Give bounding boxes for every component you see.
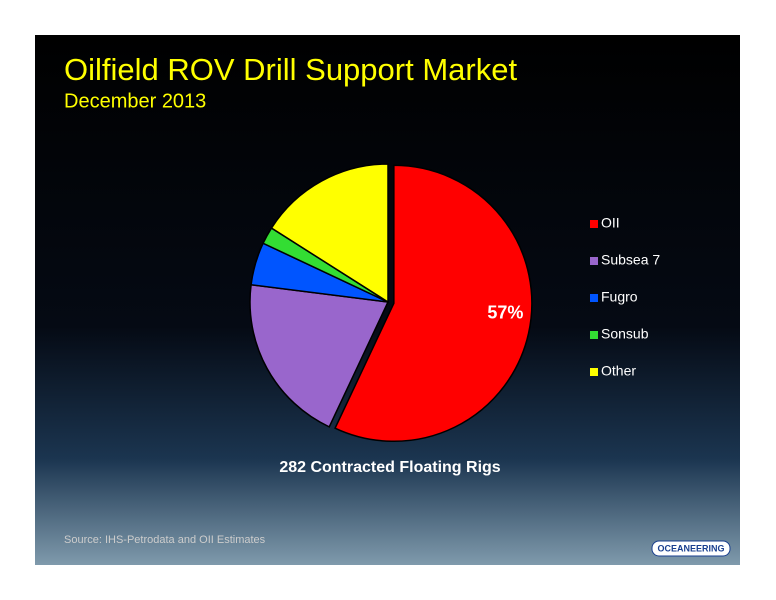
source: Source: IHS-Petrodata and OII Estimates [64, 534, 266, 546]
legend-swatch [590, 368, 598, 376]
legend-swatch [590, 220, 598, 228]
logo: OCEANEERING [657, 543, 724, 553]
legend-label: Other [601, 363, 636, 379]
legend-swatch [590, 331, 598, 339]
legend-label: Sonsub [601, 326, 649, 342]
pie-slice [249, 283, 390, 428]
legend-swatch [590, 257, 598, 265]
caption: 282 Contracted Floating Rigs [279, 459, 500, 476]
legend-swatch [590, 294, 598, 302]
subtitle: December 2013 [64, 90, 206, 112]
pie-slice [270, 163, 389, 304]
pie-slice [334, 164, 533, 443]
legend-label: Fugro [601, 289, 638, 305]
legend-label: OII [601, 215, 620, 231]
legend: OII Subsea 7 Fugro Sonsub Other [590, 215, 660, 379]
title: Oilfield ROV Drill Support Market [64, 52, 517, 87]
legend-label: Subsea 7 [601, 252, 660, 268]
pie: 57% [249, 163, 533, 443]
value-label: 57% [487, 303, 523, 323]
logo-badge [651, 540, 731, 557]
